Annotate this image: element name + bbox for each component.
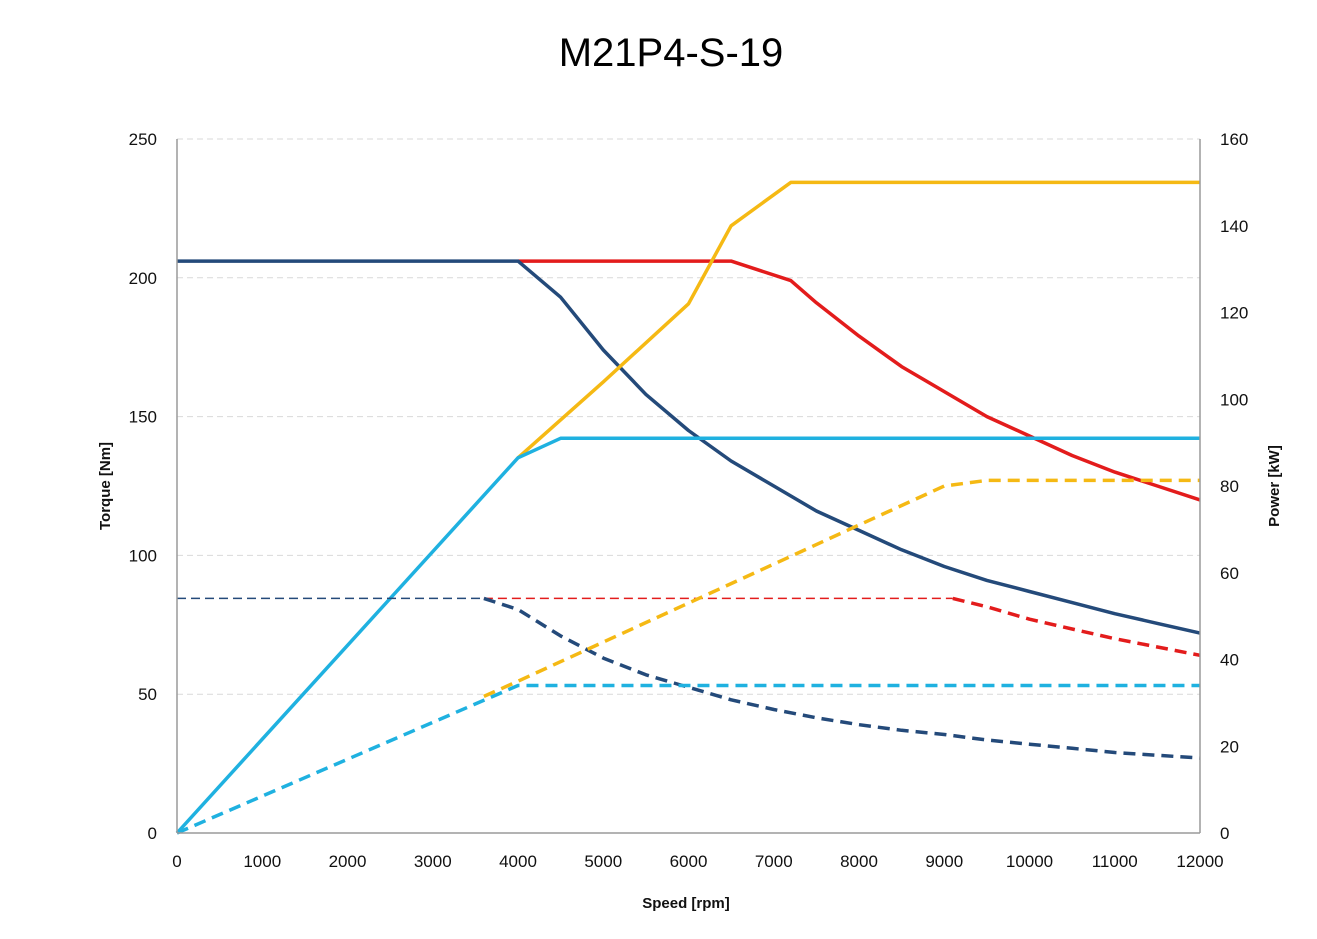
x-tick-label: 6000 xyxy=(670,852,708,871)
series-line xyxy=(483,596,1201,760)
axes xyxy=(176,139,1201,834)
x-tick-label: 8000 xyxy=(840,852,878,871)
series-line xyxy=(176,683,1200,835)
y-left-tick-label: 0 xyxy=(148,824,157,843)
series-line xyxy=(483,478,1200,698)
x-tick-label: 7000 xyxy=(755,852,793,871)
series-line xyxy=(952,596,1201,658)
series-line xyxy=(518,259,1201,502)
x-tick-label: 4000 xyxy=(499,852,537,871)
x-tick-label: 10000 xyxy=(1006,852,1053,871)
series-line xyxy=(177,259,1201,635)
y-axis-label-left: Torque [Nm] xyxy=(97,442,114,530)
y-right-tick-label: 0 xyxy=(1220,824,1229,843)
series-line xyxy=(175,436,1200,835)
y-right-tick-label: 60 xyxy=(1220,564,1239,583)
x-tick-label: 12000 xyxy=(1176,852,1223,871)
y-right-tick-label: 40 xyxy=(1220,651,1239,670)
y-left-tick-label: 200 xyxy=(129,269,157,288)
x-tick-label: 9000 xyxy=(925,852,963,871)
series-line xyxy=(516,180,1200,460)
y-right-tick-label: 120 xyxy=(1220,304,1248,323)
gridlines xyxy=(177,138,1200,695)
x-tick-label: 0 xyxy=(172,852,181,871)
chart-title: M21P4-S-19 xyxy=(559,31,784,75)
x-tick-label: 3000 xyxy=(414,852,452,871)
x-tick-label: 1000 xyxy=(243,852,281,871)
x-axis-label: Speed [rpm] xyxy=(642,895,730,912)
series-group xyxy=(175,180,1201,835)
y-left-tick-label: 250 xyxy=(129,130,157,149)
x-tick-label: 2000 xyxy=(329,852,367,871)
y-right-tick-label: 140 xyxy=(1220,217,1248,236)
y-right-tick-label: 160 xyxy=(1220,130,1248,149)
y-left-tick-label: 150 xyxy=(129,408,157,427)
x-tick-label: 5000 xyxy=(584,852,622,871)
y-right-tick-label: 80 xyxy=(1220,477,1239,496)
y-axis-label-right: Power [kW] xyxy=(1266,445,1283,527)
x-tick-label: 11000 xyxy=(1092,852,1138,871)
y-left-tick-label: 100 xyxy=(129,546,157,565)
tick-labels: 0 1000 2000 3000 4000 5000 6000 7000 8000 9000 100… xyxy=(129,130,1249,871)
y-right-tick-label: 100 xyxy=(1220,390,1248,409)
y-right-tick-label: 20 xyxy=(1220,737,1239,756)
y-left-tick-label: 50 xyxy=(138,685,157,704)
